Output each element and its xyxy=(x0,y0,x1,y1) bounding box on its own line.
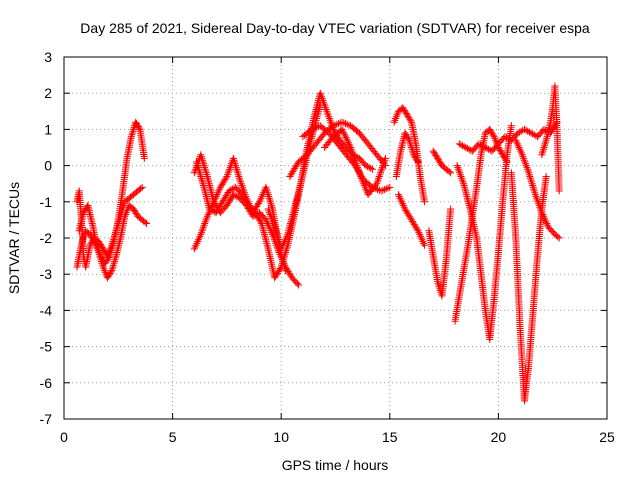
data-point-markers xyxy=(453,122,515,343)
data-point-markers xyxy=(512,136,563,242)
data-point-markers xyxy=(321,125,389,199)
data-points xyxy=(73,82,563,405)
data-point-markers xyxy=(75,118,148,267)
x-tick-label: 5 xyxy=(169,429,177,445)
series-s21 xyxy=(538,82,563,195)
y-tick-label: -4 xyxy=(40,302,53,318)
series-s13 xyxy=(395,191,429,249)
x-axis-label: GPS time / hours xyxy=(282,457,389,473)
axis-ticks: 0 5 10 15 20 25 -7 -6 -5 -4 -3 -2 -1 0 1 2 3 xyxy=(40,49,615,445)
series-s15 xyxy=(429,147,455,177)
data-point-markers xyxy=(538,82,563,195)
series-s19 xyxy=(507,169,550,405)
series-s20 xyxy=(512,136,563,242)
data-point-markers xyxy=(286,118,389,180)
x-tick-label: 0 xyxy=(60,429,68,445)
y-axis-label: SDTVAR / TECUs xyxy=(6,182,22,294)
series-s14 xyxy=(425,205,455,300)
y-tick-label: 1 xyxy=(44,121,52,137)
x-tick-label: 15 xyxy=(382,429,398,445)
y-tick-label: -2 xyxy=(40,230,53,246)
y-tick-label: 3 xyxy=(44,49,52,65)
y-tick-label: -5 xyxy=(40,339,53,355)
y-tick-label: 2 xyxy=(44,85,52,101)
y-tick-label: -7 xyxy=(40,411,53,427)
data-point-markers xyxy=(507,169,550,405)
data-point-markers xyxy=(395,191,429,249)
y-tick-label: 0 xyxy=(44,158,52,174)
series-s10 xyxy=(321,125,389,199)
x-tick-label: 10 xyxy=(273,429,289,445)
data-point-markers xyxy=(429,147,455,177)
series-s18 xyxy=(453,122,515,343)
x-tick-label: 20 xyxy=(491,429,507,445)
x-tick-label: 25 xyxy=(599,429,615,445)
chart-title: Day 285 of 2021, Sidereal Day-to-day VTE… xyxy=(80,20,590,36)
data-point-markers xyxy=(392,129,422,180)
series-s12 xyxy=(392,129,422,180)
series-s3 xyxy=(75,118,148,267)
data-point-markers xyxy=(425,205,455,300)
series-s8 xyxy=(286,118,389,180)
y-tick-label: -6 xyxy=(40,375,53,391)
y-tick-label: -3 xyxy=(40,266,53,282)
y-tick-label: -1 xyxy=(40,194,53,210)
